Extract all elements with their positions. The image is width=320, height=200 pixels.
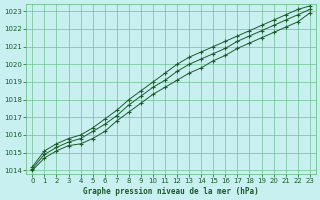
X-axis label: Graphe pression niveau de la mer (hPa): Graphe pression niveau de la mer (hPa)	[83, 187, 259, 196]
